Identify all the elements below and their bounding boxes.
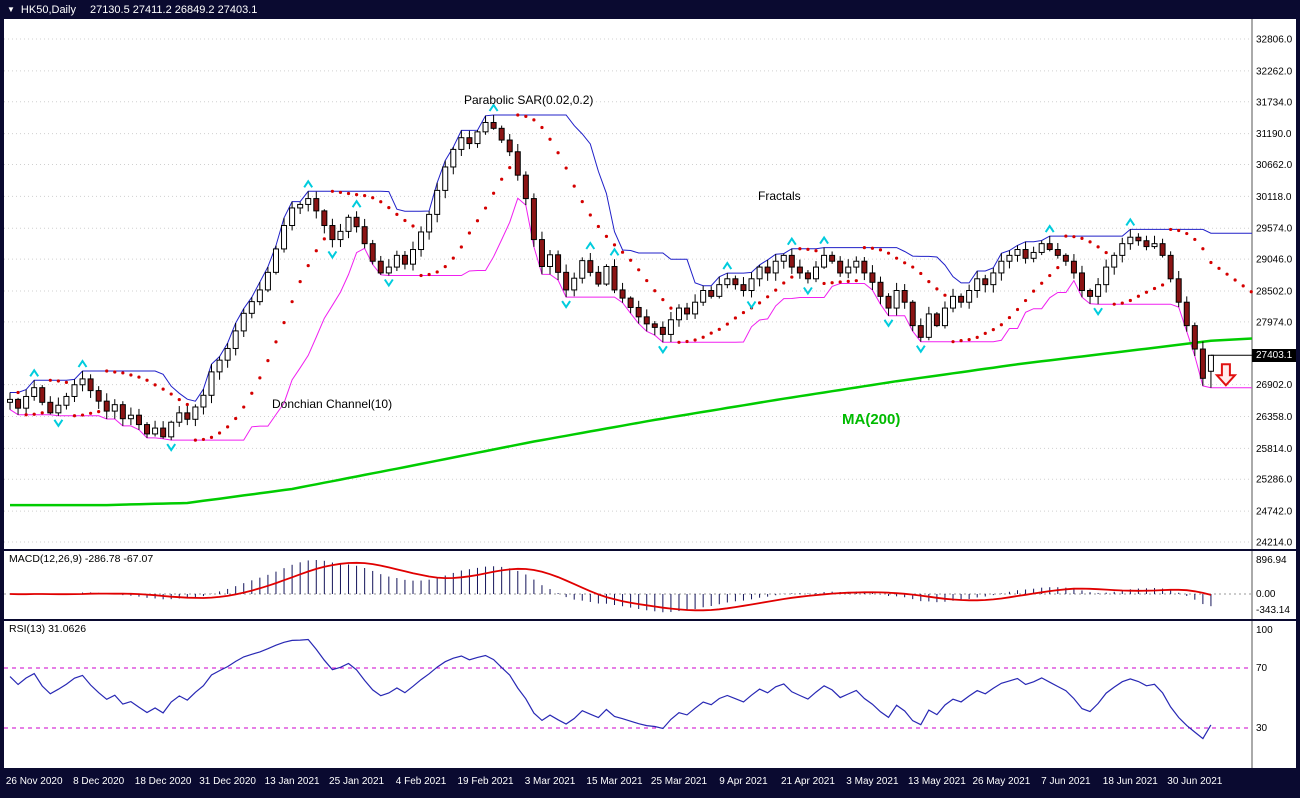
svg-text:29574.0: 29574.0	[1256, 224, 1293, 235]
svg-text:100: 100	[1256, 625, 1273, 636]
svg-text:9 Apr 2021: 9 Apr 2021	[719, 776, 768, 787]
svg-text:21 Apr 2021: 21 Apr 2021	[781, 776, 835, 787]
chart-title-bar: ▼ HK50,Daily 27130.5 27411.2 26849.2 274…	[0, 0, 1300, 19]
svg-text:30662.0: 30662.0	[1256, 160, 1293, 171]
svg-text:25 Jan 2021: 25 Jan 2021	[329, 776, 384, 787]
rsi-axis[interactable]: 100 70 30	[1251, 621, 1273, 768]
svg-text:27974.0: 27974.0	[1256, 317, 1293, 328]
svg-text:31734.0: 31734.0	[1256, 97, 1293, 108]
macd-histogram	[17, 560, 1212, 613]
candles	[7, 115, 1214, 441]
ohlc-values: 27130.5 27411.2 26849.2 27403.1	[89, 3, 258, 16]
svg-text:24742.0: 24742.0	[1256, 507, 1293, 518]
time-axis-canvas[interactable]: 26 Nov 2020 8 Dec 2020 18 Dec 2020 31 Dec 2…	[4, 768, 1296, 794]
macd-signal-line	[9, 561, 1212, 612]
svg-text:4 Feb 2021: 4 Feb 2021	[396, 776, 447, 787]
date-labels: 26 Nov 2020 8 Dec 2020 18 Dec 2020 31 Dec 2…	[6, 776, 1223, 787]
svg-text:7 Jun 2021: 7 Jun 2021	[1041, 776, 1091, 787]
macd-axis[interactable]: 896.94 0.00 -343.14	[1251, 551, 1290, 619]
svg-text:26 Nov 2020: 26 Nov 2020	[6, 776, 63, 787]
svg-text:26 May 2021: 26 May 2021	[972, 776, 1030, 787]
svg-text:3 May 2021: 3 May 2021	[846, 776, 899, 787]
donchian-channel-lines	[9, 114, 1252, 441]
price-chart-panel: 32806.0 32262.0 31734.0 31190.0 30662.0 30118…	[4, 19, 1296, 549]
symbol-timeframe-label: HK50,Daily	[20, 3, 76, 16]
svg-text:30: 30	[1256, 723, 1268, 734]
macd-canvas[interactable]: 896.94 0.00 -343.14	[4, 551, 1296, 619]
svg-text:25 Mar 2021: 25 Mar 2021	[651, 776, 708, 787]
svg-text:0.00: 0.00	[1256, 589, 1276, 600]
svg-text:24214.0: 24214.0	[1256, 538, 1293, 549]
svg-text:26358.0: 26358.0	[1256, 412, 1293, 423]
svg-text:30 Jun 2021: 30 Jun 2021	[1167, 776, 1222, 787]
svg-text:-343.14: -343.14	[1256, 605, 1290, 616]
svg-text:25286.0: 25286.0	[1256, 475, 1293, 486]
price-axis[interactable]: 32806.0 32262.0 31734.0 31190.0 30662.0 30118…	[1251, 19, 1293, 549]
sell-signal-arrow	[1214, 363, 1238, 387]
rsi-indicator-panel: 100 70 30 RSI(13) 31.0626	[4, 621, 1296, 768]
symbol-dropdown-icon[interactable]: ▼	[7, 5, 15, 14]
fractal-arrows	[29, 103, 1136, 452]
svg-text:15 Mar 2021: 15 Mar 2021	[586, 776, 643, 787]
svg-text:3 Mar 2021: 3 Mar 2021	[525, 776, 576, 787]
svg-text:13 Jan 2021: 13 Jan 2021	[265, 776, 320, 787]
svg-text:26902.0: 26902.0	[1256, 380, 1293, 391]
svg-text:28502.0: 28502.0	[1256, 286, 1293, 297]
svg-text:13 May 2021: 13 May 2021	[908, 776, 966, 787]
rsi-level-lines	[4, 667, 1252, 729]
price-chart-canvas[interactable]: 32806.0 32262.0 31734.0 31190.0 30662.0 30118…	[4, 19, 1296, 549]
svg-text:30118.0: 30118.0	[1256, 192, 1292, 203]
time-axis[interactable]: 26 Nov 2020 8 Dec 2020 18 Dec 2020 31 Dec 2…	[4, 768, 1296, 798]
svg-text:31190.0: 31190.0	[1256, 129, 1292, 140]
svg-text:896.94: 896.94	[1256, 555, 1287, 566]
svg-text:18 Dec 2020: 18 Dec 2020	[135, 776, 192, 787]
svg-text:70: 70	[1256, 663, 1268, 674]
svg-text:29046.0: 29046.0	[1256, 255, 1293, 266]
svg-text:8 Dec 2020: 8 Dec 2020	[73, 776, 125, 787]
rsi-line	[9, 638, 1212, 740]
svg-text:25814.0: 25814.0	[1256, 444, 1293, 455]
rsi-canvas[interactable]: 100 70 30	[4, 621, 1296, 768]
svg-text:19 Feb 2021: 19 Feb 2021	[457, 776, 514, 787]
svg-text:18 Jun 2021: 18 Jun 2021	[1103, 776, 1158, 787]
svg-text:32806.0: 32806.0	[1256, 35, 1293, 46]
macd-indicator-panel: 896.94 0.00 -343.14 MACD(12,26,9) -286.78 …	[4, 551, 1296, 619]
svg-text:31 Dec 2020: 31 Dec 2020	[199, 776, 256, 787]
current-price-tag: 27403.1	[1252, 349, 1296, 362]
svg-text:32262.0: 32262.0	[1256, 66, 1293, 77]
parabolic-sar-dots	[16, 113, 1253, 442]
price-gridlines	[4, 38, 1252, 543]
ma200-curve	[10, 337, 1253, 507]
